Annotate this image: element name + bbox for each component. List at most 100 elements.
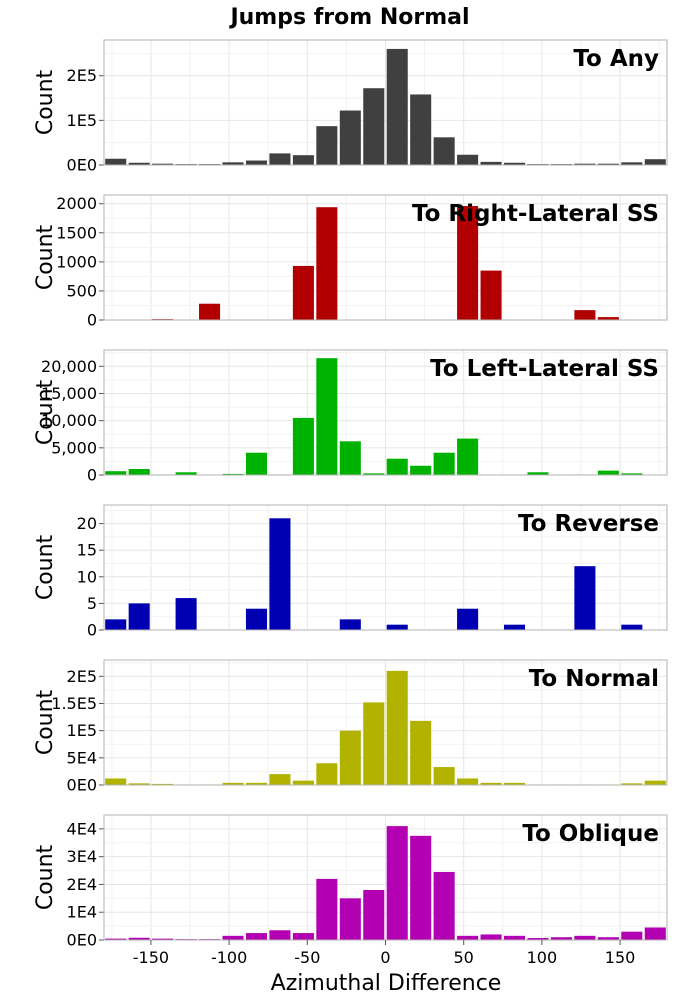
panel-border xyxy=(103,39,668,166)
bar xyxy=(339,619,361,630)
bar xyxy=(363,702,385,785)
y-tick-label: 0 xyxy=(87,466,97,485)
bar xyxy=(386,48,408,165)
y-tick-label: 5 xyxy=(87,594,97,613)
bar xyxy=(245,452,268,475)
bar xyxy=(128,162,150,165)
bar xyxy=(644,927,666,940)
bar xyxy=(621,473,643,475)
bar xyxy=(128,783,150,785)
bar xyxy=(292,780,314,785)
bar xyxy=(245,933,268,940)
panel-title: To Oblique xyxy=(522,821,659,847)
y-tick-label: 2E5 xyxy=(67,667,97,686)
x-tick-label: -150 xyxy=(133,948,169,967)
bar xyxy=(480,934,502,940)
bar xyxy=(480,782,502,785)
bar xyxy=(245,608,268,630)
y-tick-label: 2000 xyxy=(56,194,97,213)
x-tick-label: 100 xyxy=(527,948,558,967)
bar xyxy=(503,162,526,165)
bar xyxy=(503,782,526,785)
bar xyxy=(222,935,244,940)
bar xyxy=(222,782,244,785)
panel-border xyxy=(103,349,668,476)
bar xyxy=(316,878,338,940)
bar xyxy=(410,835,432,940)
bar xyxy=(433,767,455,785)
bar xyxy=(152,783,174,785)
bar xyxy=(574,310,596,320)
bar xyxy=(245,160,268,165)
bar xyxy=(222,162,244,165)
bar xyxy=(433,871,455,940)
y-tick-label: 20 xyxy=(77,514,97,533)
bar xyxy=(457,438,479,475)
bar xyxy=(550,937,572,940)
bar xyxy=(269,518,291,630)
panel-border xyxy=(103,504,668,631)
bar xyxy=(199,303,221,320)
bar xyxy=(105,938,127,940)
y-tick-label: 0E0 xyxy=(67,776,97,795)
bar xyxy=(105,778,127,785)
panel-title: To Right-Lateral SS xyxy=(412,201,659,227)
y-tick-label: 3E4 xyxy=(67,847,97,866)
bar xyxy=(597,937,619,940)
y-tick-label: 0 xyxy=(87,621,97,640)
bar xyxy=(457,608,479,630)
bar xyxy=(269,153,291,165)
panel-1: To Any 0E0 1E5 2E5 Count xyxy=(33,39,668,175)
bar xyxy=(386,826,408,940)
bar xyxy=(316,207,338,320)
y-tick-label: 4E4 xyxy=(67,819,97,838)
bar xyxy=(339,110,361,165)
bar xyxy=(527,938,549,940)
bar xyxy=(386,670,408,785)
y-tick-label: 1000 xyxy=(56,252,97,271)
bar xyxy=(128,937,150,940)
bar xyxy=(175,598,197,630)
y-tick-label: 20,000 xyxy=(41,357,97,376)
y-axis-label: Count xyxy=(33,534,58,600)
y-tick-label: 5E4 xyxy=(67,748,97,767)
panel-6: To Oblique 0E0 1E4 2E4 3E4 4E4 Count xyxy=(33,814,668,950)
y-tick-label: 0E0 xyxy=(67,931,97,950)
panel-2: To Right-Lateral SS 0 500 1000 1500 2000 Count xyxy=(33,194,668,330)
bar xyxy=(339,441,361,475)
y-tick-label: 500 xyxy=(66,281,97,300)
bar xyxy=(292,417,314,475)
y-tick-label: 0E0 xyxy=(67,156,97,175)
x-tick-label: 150 xyxy=(605,948,636,967)
bar xyxy=(433,452,455,475)
bar xyxy=(503,624,526,630)
bar xyxy=(316,358,338,475)
bar xyxy=(292,265,314,320)
bar xyxy=(457,154,479,165)
y-tick-label: 1E5 xyxy=(67,111,97,130)
bar xyxy=(105,619,127,630)
bar xyxy=(316,763,338,785)
bar xyxy=(527,472,549,475)
bar xyxy=(597,163,619,165)
bar xyxy=(621,931,643,940)
y-axis-label: Count xyxy=(33,379,58,445)
bar xyxy=(644,780,666,785)
bar xyxy=(339,730,361,785)
bar xyxy=(457,206,479,320)
bar xyxy=(480,161,502,165)
bar xyxy=(410,720,432,785)
x-tick-label: -50 xyxy=(294,948,320,967)
bar xyxy=(175,472,197,475)
y-tick-label: 10,000 xyxy=(41,411,97,430)
bar xyxy=(480,270,502,320)
panel-title: To Left-Lateral SS xyxy=(430,356,659,382)
bar xyxy=(457,778,479,785)
panels: To Any 0E0 1E5 2E5 Count To Right-Lateral SS 0… xyxy=(33,39,668,950)
panel-3: To Left-Lateral SS 0 5,000 10,000 15,000 20,0… xyxy=(33,349,668,485)
bar xyxy=(644,159,666,165)
panel-border xyxy=(103,194,668,321)
figure-title: Jumps from Normal xyxy=(228,5,469,30)
x-axis: -150 -100 -50 0 50 100 150 xyxy=(133,940,636,967)
